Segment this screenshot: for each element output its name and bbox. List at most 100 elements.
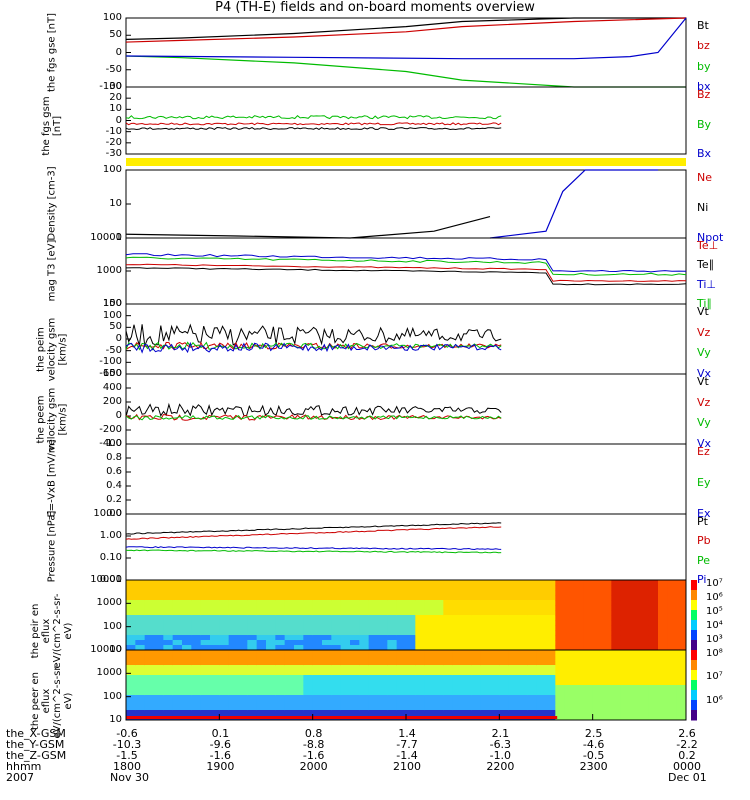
spectrogram-cell <box>630 665 640 671</box>
spectrogram-cell <box>546 605 556 611</box>
legend-Ex: Ex <box>697 507 711 520</box>
colorbar-tick-label: 10⁵ <box>706 606 723 617</box>
spectrogram-cell <box>350 695 360 701</box>
spectrogram-cell <box>452 675 463 681</box>
spectrogram-cell <box>536 675 547 681</box>
spectrogram-cell <box>331 690 342 696</box>
spectrogram-cell <box>592 645 603 651</box>
spectrogram-cell <box>200 680 211 686</box>
spectrogram-cell <box>340 605 351 611</box>
colorbar-segment <box>691 680 697 691</box>
spectrogram-cell <box>303 615 314 621</box>
spectrogram-cell <box>256 670 267 676</box>
spectrogram-cell <box>200 650 211 656</box>
spectrogram-cell <box>648 620 659 626</box>
spectrogram-cell <box>284 670 295 676</box>
spectrogram-cell <box>340 665 351 671</box>
spectrogram-cell <box>312 585 323 591</box>
spectrogram-cell <box>527 685 538 691</box>
spectrogram-cell <box>639 635 650 641</box>
spectrogram-cell <box>238 580 248 586</box>
spectrogram-cell <box>443 630 454 636</box>
spectrogram-cell <box>210 610 220 616</box>
spectrogram-cell <box>350 660 360 666</box>
spectrogram-cell <box>424 710 435 716</box>
spectrogram-cell <box>284 655 295 661</box>
spectrogram-cell <box>256 580 267 586</box>
spectrogram-cell <box>359 670 370 676</box>
spectrogram-cell <box>583 700 594 706</box>
ephemeris-value: 0000 <box>673 760 701 773</box>
spectrogram-cell <box>406 610 416 616</box>
spectrogram-cell <box>228 640 239 646</box>
spectrogram-cell <box>667 690 678 696</box>
spectrogram-cell <box>396 630 407 636</box>
spectrogram-cell <box>275 590 286 596</box>
spectrogram-cell <box>163 635 174 641</box>
spectrogram-cell <box>471 695 482 701</box>
spectrogram-cell <box>592 670 603 676</box>
spectrogram-cell <box>210 685 220 691</box>
spectrogram-cell <box>630 580 640 586</box>
spectrogram-cell <box>238 600 248 606</box>
y-tick-label: 100 <box>102 620 122 632</box>
spectrogram-cell <box>611 650 622 656</box>
spectrogram-cell <box>574 625 584 631</box>
spectrogram-cell <box>639 625 650 631</box>
spectrogram-cell <box>667 625 678 631</box>
spectrogram-cell <box>508 585 519 591</box>
spectrogram-cell <box>368 650 379 656</box>
spectrogram-cell <box>490 590 500 596</box>
spectrogram-cell <box>210 620 220 626</box>
spectrogram-cell <box>415 605 426 611</box>
spectrogram-cell <box>219 590 230 596</box>
spectrogram-cell <box>499 675 510 681</box>
spectrogram-cell <box>228 705 239 711</box>
legend-Pb: Pb <box>697 534 711 548</box>
spectrogram-cell <box>406 670 416 676</box>
spectrogram-cell <box>350 710 360 716</box>
spectrogram-cell <box>340 620 351 626</box>
spectrogram-cell <box>471 630 482 636</box>
spectrogram-cell <box>480 645 491 651</box>
spectrogram-cell <box>200 635 211 641</box>
spectrogram-cell <box>378 655 388 661</box>
trace-line <box>125 126 502 131</box>
spectrogram-cell <box>294 680 304 686</box>
spectrogram-cell <box>611 625 622 631</box>
spectrogram-cell <box>350 605 360 611</box>
spectrogram-cell <box>331 595 342 601</box>
spectrogram-cell <box>574 645 584 651</box>
spectrogram-cell <box>247 700 258 706</box>
spectrogram-cell <box>368 580 379 586</box>
spectrogram-cell <box>238 615 248 621</box>
spectrogram-cell <box>471 670 482 676</box>
spectrogram-cell <box>238 645 248 651</box>
spectrogram-cell <box>574 610 584 616</box>
spectrogram-cell <box>238 590 248 596</box>
spectrogram-cell <box>238 680 248 686</box>
spectrogram-cell <box>238 585 248 591</box>
spectrogram-cell <box>256 620 267 626</box>
spectrogram-cell <box>284 675 295 681</box>
spectrogram-cell <box>135 665 146 671</box>
spectrogram-cell <box>424 590 435 596</box>
spectrogram-cell <box>462 710 472 716</box>
spectrogram-cell <box>406 625 416 631</box>
spectrogram-cell <box>508 675 519 681</box>
spectrogram-cell <box>546 600 556 606</box>
spectrogram-cell <box>368 705 379 711</box>
spectrogram-cell <box>126 665 136 671</box>
spectrogram-cell <box>630 635 640 641</box>
spectrogram-cell <box>536 665 547 671</box>
spectrogram-cell <box>368 630 379 636</box>
spectrogram-cell <box>658 620 668 626</box>
spectrogram-cell <box>228 615 239 621</box>
spectrogram-cell <box>144 665 155 671</box>
spectrogram-cell <box>602 675 612 681</box>
spectrogram-cell <box>163 580 174 586</box>
spectrogram-cell <box>247 590 258 596</box>
spectrogram-cell <box>499 610 510 616</box>
ephemeris-value: -9.6 <box>209 738 232 751</box>
ephemeris-value: -6.3 <box>489 738 512 751</box>
